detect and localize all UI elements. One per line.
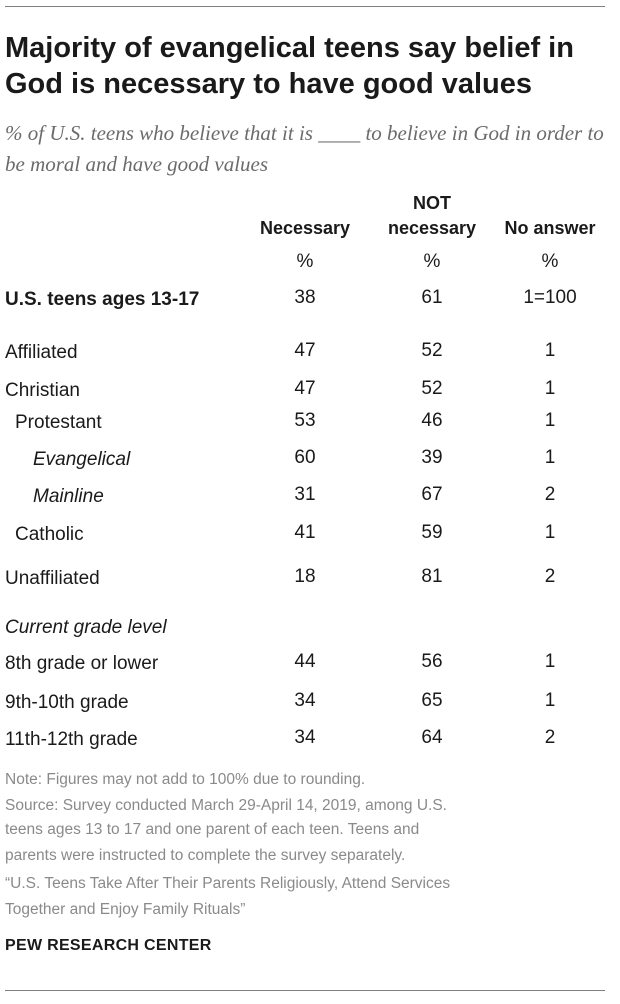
row-label: Mainline — [33, 486, 104, 507]
source-name: PEW RESEARCH CENTER — [5, 937, 212, 954]
row-label: Christian — [5, 380, 80, 401]
data-value: 61 — [421, 287, 443, 308]
chart-subtitle: % of U.S. teens who believe that it is _… — [5, 121, 604, 176]
source-line-3: parents were instructed to complete the … — [5, 847, 406, 864]
row-label: Protestant — [15, 412, 102, 433]
row-label: Affiliated — [5, 342, 78, 363]
data-value: 53 — [294, 410, 316, 431]
data-value: 65 — [421, 690, 443, 711]
column-unit: % — [296, 251, 314, 272]
data-value: 64 — [421, 727, 443, 748]
row-label: Current grade level — [5, 617, 167, 638]
source-line-1: Source: Survey conducted March 29-April … — [5, 797, 447, 814]
row-label: 9th-10th grade — [5, 692, 129, 713]
data-value: 18 — [294, 566, 316, 587]
data-value: 1 — [544, 447, 556, 468]
data-value: 1 — [544, 651, 556, 672]
data-value: 44 — [294, 651, 316, 672]
row-label: 8th grade or lower — [5, 653, 159, 674]
data-value: 56 — [421, 651, 443, 672]
report-title-line-2: Together and Enjoy Family Rituals” — [5, 901, 246, 918]
data-value: 59 — [421, 522, 443, 543]
top-rule — [5, 6, 605, 7]
data-value: 1 — [544, 340, 556, 361]
row-label: 11th-12th grade — [5, 729, 138, 750]
column-unit: % — [423, 251, 441, 272]
row-label: Evangelical — [33, 449, 131, 470]
data-value: 1 — [544, 410, 556, 431]
note-text: Note: Figures may not add to 100% due to… — [5, 771, 366, 788]
column-header: No answer — [504, 218, 596, 238]
column-header: Necessary — [259, 218, 351, 238]
data-value: 41 — [294, 522, 316, 543]
data-value: 39 — [421, 447, 443, 468]
data-value: 52 — [421, 340, 443, 361]
data-value: 47 — [294, 340, 316, 361]
report-title-line-1: “U.S. Teens Take After Their Parents Rel… — [5, 875, 451, 892]
data-value: 1 — [544, 522, 556, 543]
column-header: necessary — [387, 218, 477, 238]
data-value: 34 — [294, 690, 316, 711]
data-value: 2 — [544, 727, 556, 748]
data-value: 46 — [421, 410, 443, 431]
data-value: 1 — [544, 378, 556, 399]
bottom-rule — [5, 990, 605, 991]
data-value: 67 — [421, 484, 443, 505]
data-value: 1 — [544, 690, 556, 711]
data-value: 81 — [421, 566, 443, 587]
source-line-2: teens ages 13 to 17 and one parent of ea… — [5, 821, 420, 838]
row-label: Unaffiliated — [5, 568, 100, 589]
data-value: 31 — [294, 484, 316, 505]
chart-title: Majority of evangelical teens say belief… — [5, 32, 574, 100]
row-label: U.S. teens ages 13-17 — [5, 289, 200, 310]
data-value: 47 — [294, 378, 316, 399]
data-value: 1=100 — [523, 287, 577, 308]
data-value: 52 — [421, 378, 443, 399]
data-value: 2 — [544, 566, 556, 587]
column-header-line-1: NOT — [413, 193, 451, 213]
data-value: 34 — [294, 727, 316, 748]
column-unit: % — [541, 251, 559, 272]
data-value: 60 — [294, 447, 316, 468]
row-label: Catholic — [15, 524, 84, 545]
data-value: 38 — [294, 287, 316, 308]
data-value: 2 — [544, 484, 556, 505]
